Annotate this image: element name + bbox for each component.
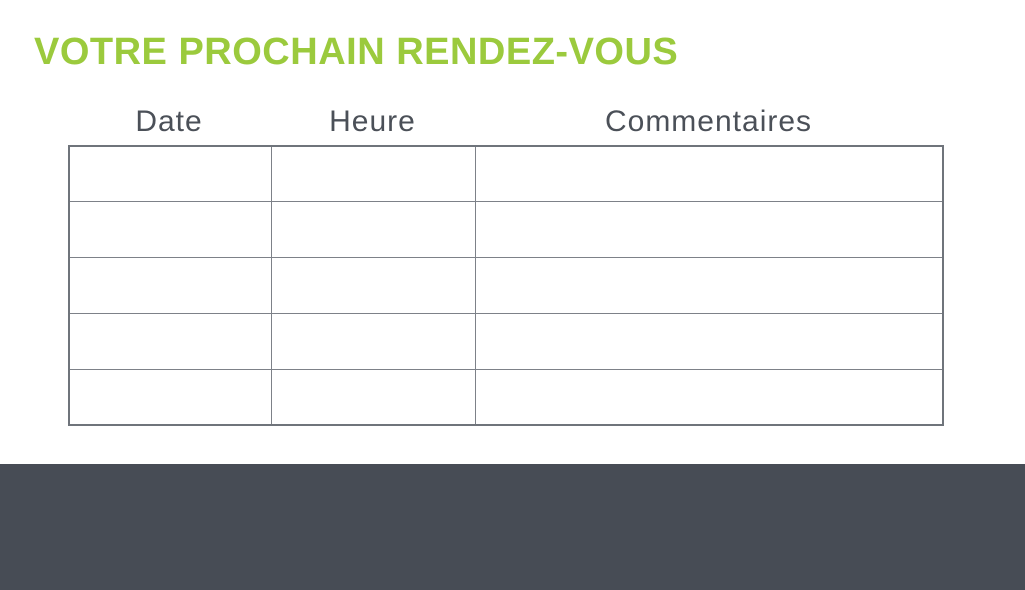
cell-heure [270, 257, 476, 314]
cell-heure [270, 312, 476, 370]
table-row [68, 201, 944, 259]
cell-heure [270, 368, 476, 426]
table-header-row: Date Heure Commentaires [68, 100, 942, 144]
cell-heure [270, 145, 476, 203]
cell-commentaires [474, 312, 944, 370]
cell-date [68, 368, 272, 426]
cell-commentaires [474, 145, 944, 203]
column-header-commentaires: Commentaires [604, 105, 813, 138]
table-row [68, 368, 944, 426]
column-header-heure: Heure [329, 105, 416, 138]
appointments-table [68, 145, 944, 426]
cell-date [68, 145, 272, 203]
cell-commentaires [474, 368, 944, 426]
column-header-date: Date [135, 105, 203, 138]
table-row [68, 145, 944, 203]
table-row [68, 312, 944, 370]
cell-heure [270, 201, 476, 259]
cell-commentaires [474, 257, 944, 314]
cell-date [68, 201, 272, 259]
cell-commentaires [474, 201, 944, 259]
table-row [68, 257, 944, 314]
footer-band [0, 464, 1025, 590]
page-title: VOTRE PROCHAIN RENDEZ-VOUS [34, 31, 679, 73]
cell-date [68, 312, 272, 370]
cell-date [68, 257, 272, 314]
